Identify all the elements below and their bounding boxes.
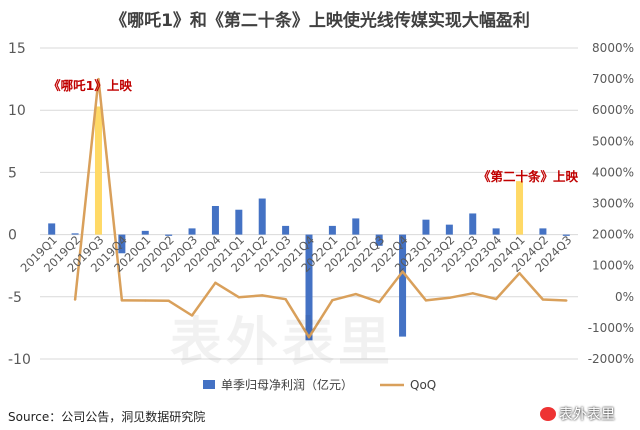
- annotation-label: 《第二十条》上映: [478, 169, 579, 184]
- qoq-point-2021Q3: [284, 297, 287, 301]
- left-tick-label: 15: [8, 41, 26, 57]
- right-tick-label: 8000%: [592, 41, 634, 55]
- bar-2020Q3: [188, 228, 196, 235]
- legend-bar-label: 单季归母净利润（亿元）: [221, 377, 353, 392]
- qoq-point-2023Q4: [494, 297, 498, 301]
- right-tick-label: 3000%: [592, 197, 634, 211]
- annotations: 《哪吒1》上映《第二十条》上映: [48, 78, 578, 184]
- qoq-point-2021Q1: [237, 296, 241, 299]
- bar-2024Q1: [516, 181, 524, 235]
- bars: [48, 106, 570, 341]
- bar-2020Q4: [211, 205, 219, 235]
- left-tick-label: -10: [8, 352, 31, 368]
- qoq-point-2024Q1: [518, 271, 521, 275]
- right-tick-label: 5000%: [592, 134, 634, 148]
- bar-2021Q4: [305, 234, 313, 341]
- left-tick-label: 10: [8, 103, 26, 119]
- right-tick-label: -1000%: [588, 321, 634, 335]
- bar-2019Q4: [118, 234, 126, 254]
- qoq-point-2021Q2: [261, 294, 264, 297]
- right-axis: -2000% -1000% 0% 1000% 2000% 3000% 4000% 5000% 6…: [588, 41, 634, 366]
- bar-2023Q2: [445, 224, 453, 235]
- right-tick-label: 4000%: [592, 165, 634, 179]
- bar-2021Q1: [235, 209, 243, 235]
- right-tick-label: 1000%: [592, 259, 634, 273]
- bar-2024Q2: [539, 228, 547, 235]
- qoq-point-2021Q4: [307, 336, 311, 339]
- weibo-logo-icon: [540, 407, 556, 421]
- qoq-point-2019Q2: [73, 298, 77, 301]
- qoq-point-2023Q2: [448, 296, 451, 300]
- right-tick-label: 6000%: [592, 103, 634, 117]
- bar-2023Q1: [422, 219, 430, 235]
- qoq-point-2019Q3: [97, 77, 100, 81]
- bar-2024Q3: [562, 234, 570, 236]
- bar-2023Q3: [469, 213, 477, 235]
- left-tick-label: -5: [8, 290, 22, 306]
- left-tick-label: 0: [8, 228, 17, 244]
- annotation-label: 《哪吒1》上映: [48, 78, 132, 93]
- qoq-point-2023Q3: [471, 292, 474, 295]
- qoq-point-2020Q4: [214, 281, 217, 285]
- legend: 单季归母净利润（亿元） QoQ: [203, 377, 436, 392]
- bar-2021Q3: [282, 225, 290, 235]
- bar-2019Q3: [94, 106, 102, 235]
- qoq-point-2020Q1: [144, 299, 147, 302]
- qoq-point-2024Q3: [565, 299, 568, 302]
- right-tick-label: 7000%: [592, 72, 634, 86]
- chart-title: 《哪吒1》和《第二十条》上映使光线传媒实现大幅盈利: [110, 11, 530, 31]
- weibo-watermark: 表外表里: [540, 404, 615, 424]
- qoq-line-path: [73, 77, 567, 339]
- legend-line-label: QoQ: [410, 378, 436, 392]
- bar-2022Q4: [399, 234, 407, 337]
- qoq-point-2020Q3: [190, 314, 194, 317]
- qoq-point-2020Q2: [167, 299, 170, 303]
- bar-2022Q1: [328, 225, 336, 235]
- right-tick-label: 0%: [615, 290, 634, 304]
- left-tick-label: 5: [8, 165, 17, 181]
- source-note: Source：公司公告，洞见数据研究院: [8, 410, 206, 424]
- qoq-point-2022Q4: [401, 270, 404, 273]
- bar-2022Q3: [375, 234, 383, 246]
- qoq-point-2022Q2: [354, 292, 357, 296]
- bar-2020Q1: [141, 230, 149, 235]
- bar-2019Q2: [71, 233, 79, 235]
- bar-2023Q4: [492, 228, 500, 235]
- right-tick-label: 2000%: [592, 228, 634, 242]
- bar-2021Q2: [258, 198, 266, 235]
- x-axis: 2019Q12019Q22019Q32019Q42020Q12020Q22020…: [18, 233, 575, 275]
- qoq-line: [73, 77, 568, 339]
- right-tick-label: -2000%: [588, 352, 634, 366]
- qoq-point-2023Q1: [424, 299, 428, 302]
- qoq-point-2022Q3: [377, 300, 381, 304]
- left-axis: -10 -5 0 5 10 15: [8, 41, 31, 368]
- bar-2022Q2: [352, 218, 360, 235]
- watermark: 表外表里: [170, 313, 395, 373]
- weibo-label: 表外表里: [559, 407, 615, 423]
- qoq-point-2019Q4: [120, 299, 124, 302]
- qoq-point-2022Q1: [331, 298, 334, 302]
- bar-2020Q2: [165, 234, 173, 236]
- bar-2019Q1: [48, 223, 56, 235]
- qoq-point-2024Q2: [541, 298, 545, 301]
- legend-bar-swatch: [203, 380, 215, 389]
